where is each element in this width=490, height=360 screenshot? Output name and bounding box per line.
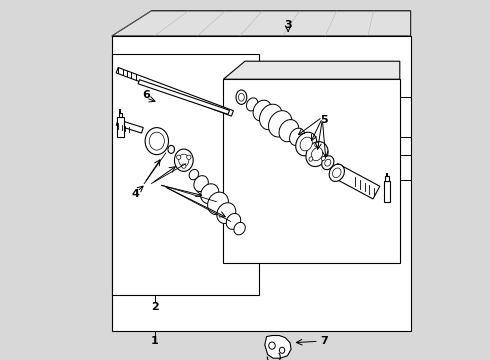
Ellipse shape [226, 213, 241, 229]
Ellipse shape [217, 203, 236, 224]
Text: 4: 4 [131, 189, 139, 199]
Ellipse shape [174, 149, 193, 171]
Bar [223, 79, 400, 263]
Text: 1: 1 [151, 336, 159, 346]
Bar [117, 117, 123, 137]
Ellipse shape [200, 184, 219, 203]
Ellipse shape [234, 222, 245, 235]
Circle shape [187, 155, 191, 159]
Ellipse shape [322, 156, 334, 170]
Ellipse shape [311, 148, 323, 161]
Ellipse shape [253, 100, 271, 121]
Ellipse shape [269, 342, 275, 349]
Ellipse shape [194, 176, 208, 192]
Ellipse shape [279, 347, 285, 354]
Polygon shape [331, 163, 380, 199]
Polygon shape [112, 11, 411, 36]
Ellipse shape [260, 104, 282, 130]
Ellipse shape [236, 90, 247, 104]
Ellipse shape [189, 170, 198, 180]
Ellipse shape [300, 137, 312, 151]
Ellipse shape [325, 159, 331, 166]
Polygon shape [265, 336, 291, 358]
Bar [112, 36, 411, 331]
Text: 6: 6 [142, 90, 150, 100]
Ellipse shape [315, 143, 318, 147]
Bar [112, 54, 259, 295]
Circle shape [182, 164, 186, 168]
Ellipse shape [321, 156, 325, 161]
Ellipse shape [168, 145, 174, 153]
Polygon shape [116, 68, 233, 116]
Text: 7: 7 [320, 336, 328, 346]
Ellipse shape [179, 154, 189, 166]
Circle shape [176, 155, 181, 159]
Bar [384, 181, 390, 202]
Ellipse shape [309, 157, 313, 161]
Ellipse shape [290, 128, 305, 145]
Ellipse shape [239, 93, 245, 101]
Text: 2: 2 [151, 302, 159, 312]
Ellipse shape [333, 168, 341, 177]
Ellipse shape [145, 128, 169, 155]
Ellipse shape [279, 120, 299, 142]
Ellipse shape [296, 132, 317, 156]
Bar [385, 176, 389, 181]
Text: 5: 5 [320, 114, 328, 125]
Ellipse shape [149, 132, 164, 150]
Ellipse shape [329, 164, 344, 181]
Polygon shape [138, 80, 229, 114]
Ellipse shape [269, 111, 292, 137]
Polygon shape [223, 61, 400, 79]
Polygon shape [116, 120, 143, 133]
Ellipse shape [306, 141, 328, 167]
Ellipse shape [246, 98, 258, 111]
Ellipse shape [208, 192, 228, 215]
Bar [119, 113, 122, 117]
Text: 3: 3 [284, 20, 292, 30]
